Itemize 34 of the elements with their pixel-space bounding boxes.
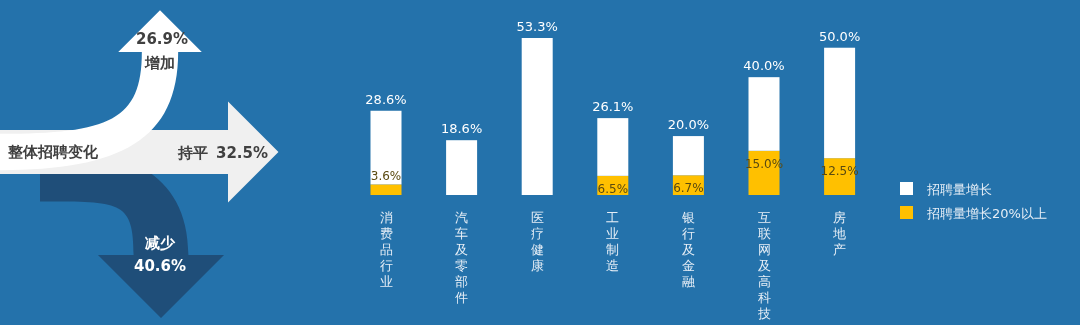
bar [672,136,704,176]
bar [521,38,553,195]
x-tick-label: 房地产 [832,210,847,257]
total-label: 26.1% [592,99,634,115]
legend-label: 招聘量增长20%以上 [926,206,1047,221]
x-tick-label: 医疗健康 [530,210,544,273]
total-label: 53.3% [516,19,558,34]
data-label: 26.9% [135,30,189,48]
bar [597,118,629,176]
bar [370,184,402,195]
total-label: 28.6% [365,91,407,107]
x-tick-label: 汽车及零部件 [455,210,469,305]
category-label: 持平 [176,144,208,162]
x-tick-label: 银行及金融 [680,210,695,289]
text: 整体招聘变化 [7,143,99,161]
total-label: 20.0% [667,117,710,133]
total-label: 40.0% [743,58,785,74]
total-label: 50.0% [818,28,861,44]
bar [748,77,780,151]
category-label: 减少 [145,234,176,252]
data-label: 6.5% [597,181,629,196]
bar [446,140,478,195]
bar [370,110,402,185]
bar [824,47,856,159]
data-label: 6.7% [673,181,704,196]
x-tick-label: 消费品行业 [379,210,393,289]
legend-label: 招聘量增长 [926,182,992,197]
x-tick-label: 互联网及高科技 [756,210,771,321]
x-tick-label: 工业制造 [606,210,620,273]
category-label: 增加 [144,54,175,72]
data-label: 32.5% [215,144,268,162]
data-label: 3.6% [370,169,402,184]
total-label: 18.6% [440,121,483,137]
data-label: 40.6% [133,257,187,275]
